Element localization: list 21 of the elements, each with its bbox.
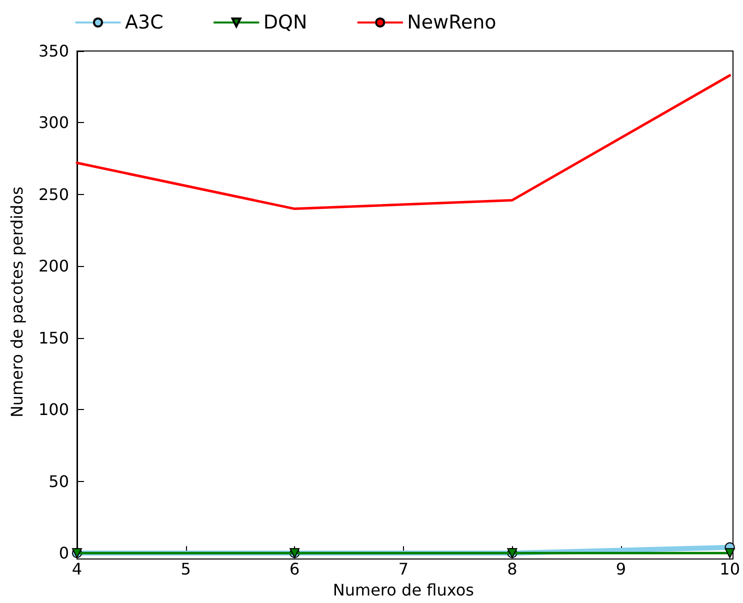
- x-axis-title: Numero de fluxos: [332, 580, 474, 600]
- y-tick-label: 300: [38, 113, 69, 132]
- legend-label: A3C: [125, 12, 164, 34]
- y-tick-label: 350: [38, 42, 69, 60]
- legend-label: DQN: [263, 12, 308, 34]
- legend-label: NewReno: [407, 12, 496, 34]
- y-tick-label: 200: [38, 256, 69, 276]
- x-tick-label: 6: [290, 560, 300, 579]
- y-axis-title: Numero de pacotes perdidos: [8, 186, 26, 418]
- y-tick-label: 150: [38, 328, 69, 348]
- y-tick-label: 50: [48, 472, 69, 491]
- y-tick-label: 250: [38, 184, 69, 204]
- line-series: [76, 74, 732, 210]
- x-tick-label: 7: [398, 560, 409, 579]
- x-tick-label: 4: [72, 560, 82, 579]
- x-tick-label: 8: [507, 560, 518, 579]
- x-tick-label: 10: [720, 560, 740, 579]
- y-tick-label: 0: [58, 544, 69, 563]
- x-tick-label: 9: [616, 560, 626, 579]
- y-tick-label: 100: [38, 400, 69, 420]
- x-tick-label: 5: [180, 560, 191, 579]
